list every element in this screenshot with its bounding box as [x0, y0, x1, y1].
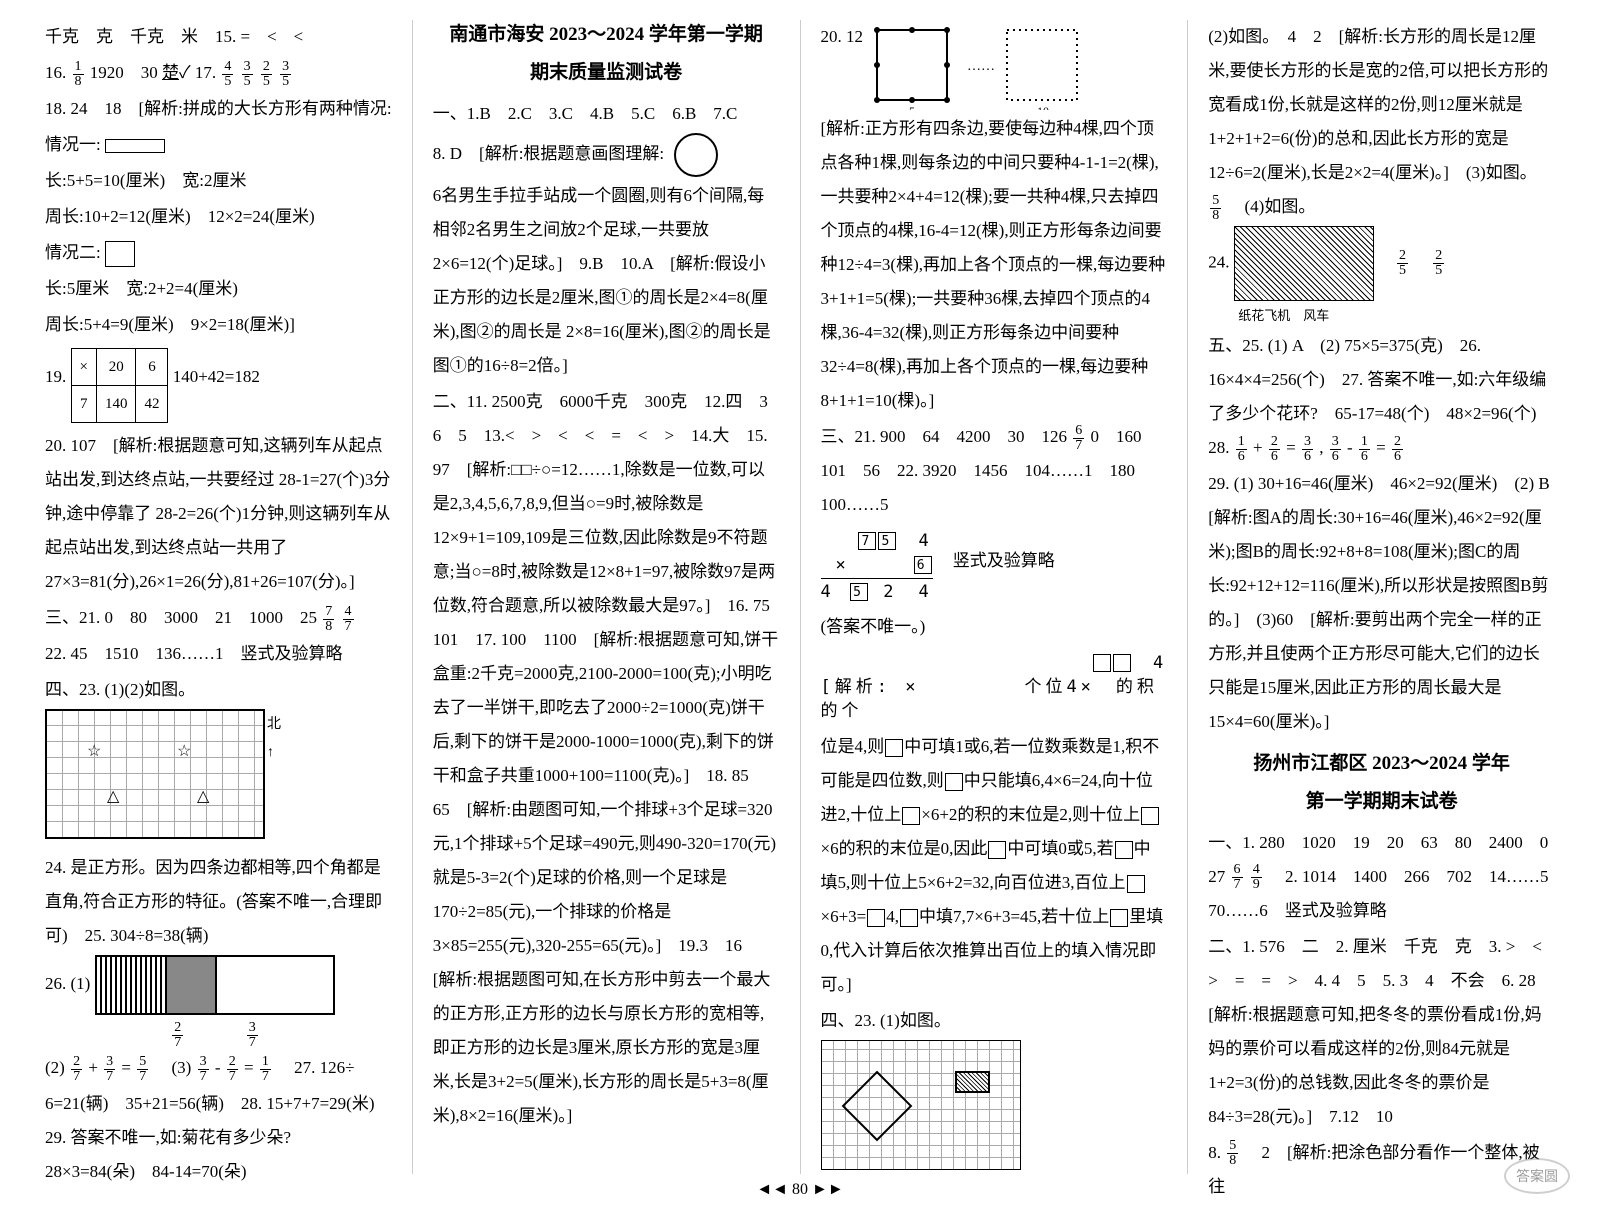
c1-calc1-2: 周长:10+2=12(厘米) 12×2=24(厘米)	[45, 200, 392, 234]
fraction: 18	[73, 60, 84, 89]
fraction: 16	[1236, 435, 1247, 464]
c2-title2: 期末质量监测试卷	[433, 58, 780, 88]
c4-q24: 24. 25 25	[1208, 226, 1555, 301]
grid-figure	[821, 1040, 1021, 1170]
page-footer: ◄◄ 80 ►►	[0, 1181, 1600, 1199]
c1-line2: 16. 18 1920 30 楚✓ 17. 45 35 25 35	[45, 56, 392, 90]
c4-q2-1: (2)如图。 4 2 [解析:长方形的周长是12厘米,要使长方形的长是宽的2倍,…	[1208, 20, 1555, 224]
watermark-logo: 答案圆	[1504, 1158, 1570, 1194]
fraction: 36	[1330, 435, 1341, 464]
fraction: 25	[1397, 249, 1408, 278]
fraction: 45	[222, 60, 233, 89]
fraction: 26	[1269, 435, 1280, 464]
c1-q20: 20. 107 [解析:根据题意可知,这辆列车从起点站出发,到达终点站,一共要经…	[45, 429, 392, 599]
fraction: 47	[343, 605, 354, 634]
fraction: 16	[1359, 435, 1370, 464]
c3-q20-note: [解析:正方形有四条边,要使每边种4棵,四个顶点各种1棵,则每条边的中间只要种4…	[821, 112, 1168, 418]
fraction: 17	[260, 1055, 271, 1084]
fraction: 27	[71, 1055, 82, 1084]
c4-q24-caption: 纸花飞机 风车	[1238, 303, 1555, 329]
fraction: 35	[280, 60, 291, 89]
fraction: 78	[323, 605, 334, 634]
c4-q29: 29. (1) 30+16=46(厘米) 46×2=92(厘米) (2) B […	[1208, 467, 1555, 739]
c3-q20: 20. 12 5 …… 10	[821, 20, 1168, 110]
fraction: 37	[198, 1055, 209, 1084]
c1-line1: 千克 克 千克 米 15. = < <	[45, 20, 392, 54]
c1-calc1-1: 长:5+5=10(厘米) 宽:2厘米	[45, 164, 392, 198]
column-4: (2)如图。 4 2 [解析:长方形的周长是12厘米,要使长方形的长是宽的2倍,…	[1193, 20, 1570, 1174]
c2-q8: 8. D [解析:根据题意画图理解:	[433, 133, 780, 177]
c1-q22: 22. 45 1510 136……1 竖式及验算略	[45, 637, 392, 671]
divider-2	[800, 20, 801, 1174]
divider-3	[1187, 20, 1188, 1174]
svg-text:5: 5	[909, 104, 915, 110]
shaded-rectangle-figure	[95, 955, 335, 1015]
fraction: 57	[137, 1055, 148, 1084]
c1-calc2-1: 长:5厘米 宽:2+2=4(厘米)	[45, 272, 392, 306]
c1-q24: 24. 是正方形。因为四条边都相等,四个角都是直角,符合正方形的特征。(答案不唯…	[45, 851, 392, 953]
vertical-calculation-2: 4 [解析: × 个位4× 的积的个	[821, 652, 1168, 723]
star-grid-figure: ☆ ☆ △ △ 北↑	[45, 709, 265, 839]
c1-q23: 四、23. (1)(2)如图。	[45, 673, 392, 707]
c1-situation2: 情况二:	[45, 236, 392, 270]
column-2: 南通市海安 2023～2024 学年第一学期 期末质量监测试卷 一、1.B 2.…	[418, 20, 795, 1174]
multiplication-table: ×206 714042	[71, 348, 169, 423]
c3-q21: 三、21. 900 64 4200 30 126 67 0 160 101 56…	[821, 420, 1168, 522]
divider-1	[412, 20, 413, 1174]
column-1: 千克 克 千克 米 15. = < < 16. 18 1920 30 楚✓ 17…	[30, 20, 407, 1174]
svg-text:10: 10	[1037, 104, 1049, 110]
dotted-squares-figure: 5 …… 10	[867, 20, 1097, 110]
svg-text:……: ……	[967, 59, 995, 74]
fraction: 25	[261, 60, 272, 89]
c3-calc-note: (答案不唯一。)	[821, 610, 1168, 644]
fraction: 58	[1210, 194, 1221, 223]
c2-q8-text: 6名男生手拉手站成一个圆圈,则有6个间隔,每相邻2名男生之间放2个足球,一共要放…	[433, 179, 780, 383]
c3-q23: 四、23. (1)如图。	[821, 1004, 1168, 1038]
c1-q21: 三、21. 0 80 3000 21 1000 25 78 47	[45, 601, 392, 635]
c4-q25: 五、25. (1) A (2) 75×5=375(克) 26. 16×4×4=2…	[1208, 329, 1555, 465]
fraction: 37	[104, 1055, 115, 1084]
fraction: 49	[1251, 863, 1262, 892]
calc-label: 竖式及验算略	[953, 524, 1055, 578]
c4-sec2: 二、1. 576 二 2. 厘米 千克 克 3. > < > = = > 4. …	[1208, 930, 1555, 1134]
fraction: 67	[1073, 424, 1084, 453]
c1-q26-23: (2) 27 + 37 = 57 (3) 37 - 27 = 17 27. 12…	[45, 1051, 392, 1085]
c1-q27b: 6=21(辆) 35+21=56(辆) 28. 15+7+7=29(米) 29.…	[45, 1087, 392, 1189]
c2-q11: 二、11. 2500克 6000千克 300克 12.四 3 6 5 13.< …	[433, 385, 780, 1133]
column-3: 20. 12 5 …… 10 [解析:正方形有四条边,要使每边种4棵,四个顶点各…	[806, 20, 1183, 1174]
c1-q18: 18. 24 18 [解析:拼成的大长方形有两种情况:	[45, 92, 392, 126]
fraction: 58	[1227, 1139, 1238, 1168]
fraction: 67	[1232, 863, 1243, 892]
vertical-calculation: 75 4 × 6 4 5 2 4	[821, 530, 933, 604]
fraction: 37	[247, 1021, 258, 1050]
c4-title1: 扬州市江都区 2023～2024 学年	[1208, 749, 1555, 779]
fraction: 35	[242, 60, 253, 89]
c2-q1: 一、1.B 2.C 3.C 4.B 5.C 6.B 7.C	[433, 97, 780, 131]
fraction: 27	[172, 1021, 183, 1050]
c1-q19: 19. ×206 714042 140+42=182	[45, 344, 392, 427]
c3-analysis: 位是4,则中可填1或6,若一位数乘数是1,积不可能是四位数,则中只能填6,4×6…	[821, 730, 1168, 1002]
c1-situation1: 情况一:	[45, 128, 392, 162]
striped-rect-figure	[1234, 226, 1374, 301]
c4-title2: 第一学期期末试卷	[1208, 787, 1555, 817]
fraction: 26	[1392, 435, 1403, 464]
circle-icon	[674, 133, 718, 177]
fraction: 25	[1433, 249, 1444, 278]
fraction: 27	[227, 1055, 238, 1084]
fraction: 36	[1302, 435, 1313, 464]
c2-title1: 南通市海安 2023～2024 学年第一学期	[433, 20, 780, 50]
c4-sec1: 一、1. 280 1020 19 20 63 80 2400 0 27 67 4…	[1208, 826, 1555, 928]
c1-calc2-2: 周长:5+4=9(厘米) 9×2=18(厘米)]	[45, 308, 392, 342]
c1-q26-1: 26. (1)	[45, 955, 392, 1015]
